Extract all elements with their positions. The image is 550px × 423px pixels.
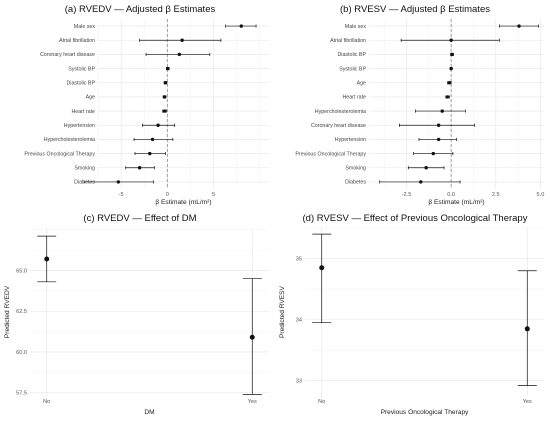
chart-b-row-label: Previous Oncological Therapy xyxy=(295,151,366,157)
chart-c-estimate-point xyxy=(249,334,255,340)
chart-a-estimate-point xyxy=(166,66,170,71)
chart-c-y-tick-label: 65.0 xyxy=(16,268,27,274)
chart-d-y-axis-label: Predicted RVESV xyxy=(279,285,286,338)
chart-b-row-label: Atrial fibrillation xyxy=(330,38,366,44)
chart-a-estimate-point xyxy=(150,137,155,142)
chart-a-row-label: Systolic BP xyxy=(68,66,95,72)
chart-a-estimate-point xyxy=(156,123,160,127)
chart-b-x-tick-label: 0.0 xyxy=(447,192,455,198)
chart-a-x-tick-label: 5 xyxy=(212,192,215,198)
chart-b-estimate-point xyxy=(445,95,450,99)
chart-b-x-axis-label: β Estimate (mL/m²) xyxy=(428,199,484,206)
chart-b-estimate-point xyxy=(436,137,441,142)
chart-d-estimate-point xyxy=(524,326,530,332)
panel-d-rvesv-oncology: 33 34 35 No Yes Previous Oncological Therapy P… xyxy=(275,211,550,423)
chart-b-estimate-point xyxy=(449,38,453,42)
chart-c-y-tick-label: 60.0 xyxy=(16,350,27,356)
chart-d-y-tick-label: 34 xyxy=(296,318,302,324)
chart-b-estimate-point xyxy=(450,52,454,57)
chart-c-y-tick-label: 62.5 xyxy=(16,309,27,315)
chart-a-row-label: Age xyxy=(86,95,95,101)
chart-b-x-tick-label: 5.0 xyxy=(537,192,545,198)
chart-d-x-axis-label: Previous Oncological Therapy xyxy=(381,409,470,416)
chart-c-y-tick-label: 57.5 xyxy=(16,391,27,397)
chart-b-estimate-point xyxy=(419,180,423,184)
chart-a-row-label: Atrial fibrillation xyxy=(59,38,95,44)
chart-b-row-label: Male sex xyxy=(345,24,367,30)
chart-b-row-label: Diabetes xyxy=(345,180,366,186)
chart-c-estimate-point xyxy=(44,256,50,262)
chart-b-x-tick-label: 2.5 xyxy=(492,192,500,198)
chart-d-estimate-point xyxy=(319,265,325,271)
chart-a-estimate-point xyxy=(163,81,168,85)
chart-c-title: (c) RVEDV — Effect of DM xyxy=(83,213,196,224)
chart-c-svg: 57.5 60.0 62.5 65.0 No Yes DM Predicted RVEDV (c… xyxy=(4,213,269,416)
chart-a-row-label: Male sex xyxy=(74,24,96,30)
chart-a-svg: Male sex Atrial fibrillation Coronary hear… xyxy=(24,4,269,206)
chart-a-row-label: Coronary heart disease xyxy=(40,52,95,58)
chart-d-y-tick-label: 35 xyxy=(296,257,302,263)
chart-d-x-tick-label: No xyxy=(318,399,325,405)
chart-b-title: (b) RVESV — Adjusted β Estimates xyxy=(340,4,490,15)
chart-a-estimate-point xyxy=(177,52,182,57)
chart-c-y-axis-label: Predicted RVEDV xyxy=(4,285,11,338)
chart-a-row-label: Previous Oncological Therapy xyxy=(24,151,95,157)
chart-b-estimate-point xyxy=(436,123,441,127)
chart-d-y-tick-label: 33 xyxy=(296,379,302,385)
chart-b-svg: Male sex Atrial fibrillation Diastolic BP S… xyxy=(295,4,545,206)
panel-b-rvesv-forest: Male sex Atrial fibrillation Diastolic BP S… xyxy=(275,0,550,211)
chart-a-estimate-point xyxy=(162,95,167,99)
chart-b-row-label: Heart rate xyxy=(342,95,366,101)
panel-a-rvedv-forest: Male sex Atrial fibrillation Coronary hear… xyxy=(0,0,275,211)
chart-a-estimate-point xyxy=(180,38,184,42)
chart-b-row-label: Smoking xyxy=(345,166,366,172)
chart-a-row-label: Hypercholesterolemia xyxy=(44,137,95,143)
chart-b-row-label: Coronary heart disease xyxy=(311,123,366,129)
chart-a-title: (a) RVEDV — Adjusted β Estimates xyxy=(65,4,216,15)
chart-b-estimate-point xyxy=(440,109,444,113)
chart-a-estimate-point xyxy=(137,166,142,170)
chart-a-estimate-point xyxy=(162,109,167,113)
chart-b-row-label: Hypertension xyxy=(335,137,366,143)
chart-b-row-label: Age xyxy=(357,81,366,87)
chart-a-x-tick-label: -5 xyxy=(119,192,124,198)
chart-b-x-tick-label: -2.5 xyxy=(402,192,412,198)
chart-a-row-label: Smoking xyxy=(74,166,95,172)
chart-a-estimate-point xyxy=(116,180,121,184)
chart-d-title: (d) RVESV — Effect of Previous Oncologic… xyxy=(303,213,528,224)
chart-c-x-axis-label: DM xyxy=(144,409,154,416)
chart-b-row-label: Diastolic BP xyxy=(337,52,366,58)
chart-d-svg: 33 34 35 No Yes Previous Oncological Therapy P… xyxy=(279,213,544,416)
chart-c-x-tick-label: No xyxy=(43,399,50,405)
chart-a-row-label: Diabetes xyxy=(74,180,95,186)
chart-b-estimate-point xyxy=(517,24,521,28)
chart-b-row-label: Hypercholesterolemia xyxy=(315,109,366,115)
chart-c-x-tick-label: Yes xyxy=(248,399,257,405)
chart-a-x-axis-label: β Estimate (mL/m²) xyxy=(155,199,211,206)
chart-a-row-label: Hypertension xyxy=(64,123,95,129)
panel-c-rvedv-dm: 57.5 60.0 62.5 65.0 No Yes DM Predicted RVEDV (c… xyxy=(0,211,275,423)
chart-a-row-label: Heart rate xyxy=(71,109,95,115)
chart-b-estimate-point xyxy=(449,66,453,71)
chart-d-x-tick-label: Yes xyxy=(523,399,532,405)
chart-a-row-label: Diastolic BP xyxy=(66,81,95,87)
chart-b-row-label: Systolic BP xyxy=(339,66,366,72)
chart-b-estimate-point xyxy=(447,81,452,85)
chart-a-estimate-point xyxy=(239,24,243,28)
chart-b-estimate-point xyxy=(424,166,428,170)
chart-a-x-tick-label: 0 xyxy=(166,192,169,198)
chart-b-estimate-point xyxy=(431,151,435,156)
chart-a-estimate-point xyxy=(148,151,152,156)
